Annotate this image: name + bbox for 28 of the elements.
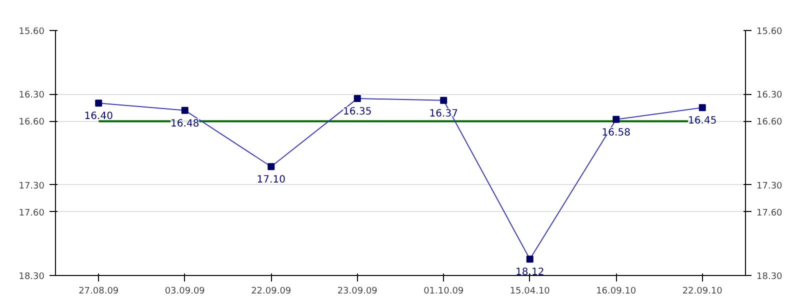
- data-label: 17.10: [256, 174, 286, 186]
- data-label: 18.12: [516, 267, 544, 278]
- x-tick-label: 22.09.10: [682, 286, 723, 296]
- y2-tick-label: 15.60: [756, 27, 783, 37]
- y-tick-label: 15.60: [18, 27, 45, 37]
- data-label: 16.48: [170, 118, 200, 130]
- data-label: 16.58: [602, 127, 630, 138]
- x-tick-label: 16.09.10: [596, 286, 636, 296]
- data-label: 16.37: [429, 108, 458, 120]
- y2-tick-label: 16.30: [756, 90, 783, 101]
- data-label: 16.40: [84, 111, 113, 122]
- x-tick-label: 03.09.09: [164, 286, 206, 296]
- y-tick-label: 16.60: [18, 118, 45, 128]
- y-tick-label: 17.30: [18, 181, 45, 192]
- data-label: 16.45: [688, 116, 717, 127]
- y2-tick-label: 17.60: [756, 208, 783, 218]
- y-tick-label: 18.30: [18, 272, 45, 282]
- data-label: 16.35: [343, 106, 372, 118]
- y2-tick-label: 16.60: [756, 118, 783, 128]
- x-tick-label: 01.10.09: [424, 286, 464, 296]
- y2-tick-label: 18.30: [756, 272, 783, 282]
- y2-tick-label: 17.30: [756, 181, 783, 192]
- y-tick-label: 16.30: [18, 90, 45, 101]
- x-tick-label: 23.09.09: [337, 286, 378, 296]
- x-tick-label: 27.08.09: [78, 286, 119, 296]
- x-tick-label: 22.09.09: [251, 286, 292, 296]
- x-tick-label: 15.04.10: [510, 286, 550, 296]
- y-tick-label: 17.60: [18, 208, 45, 218]
